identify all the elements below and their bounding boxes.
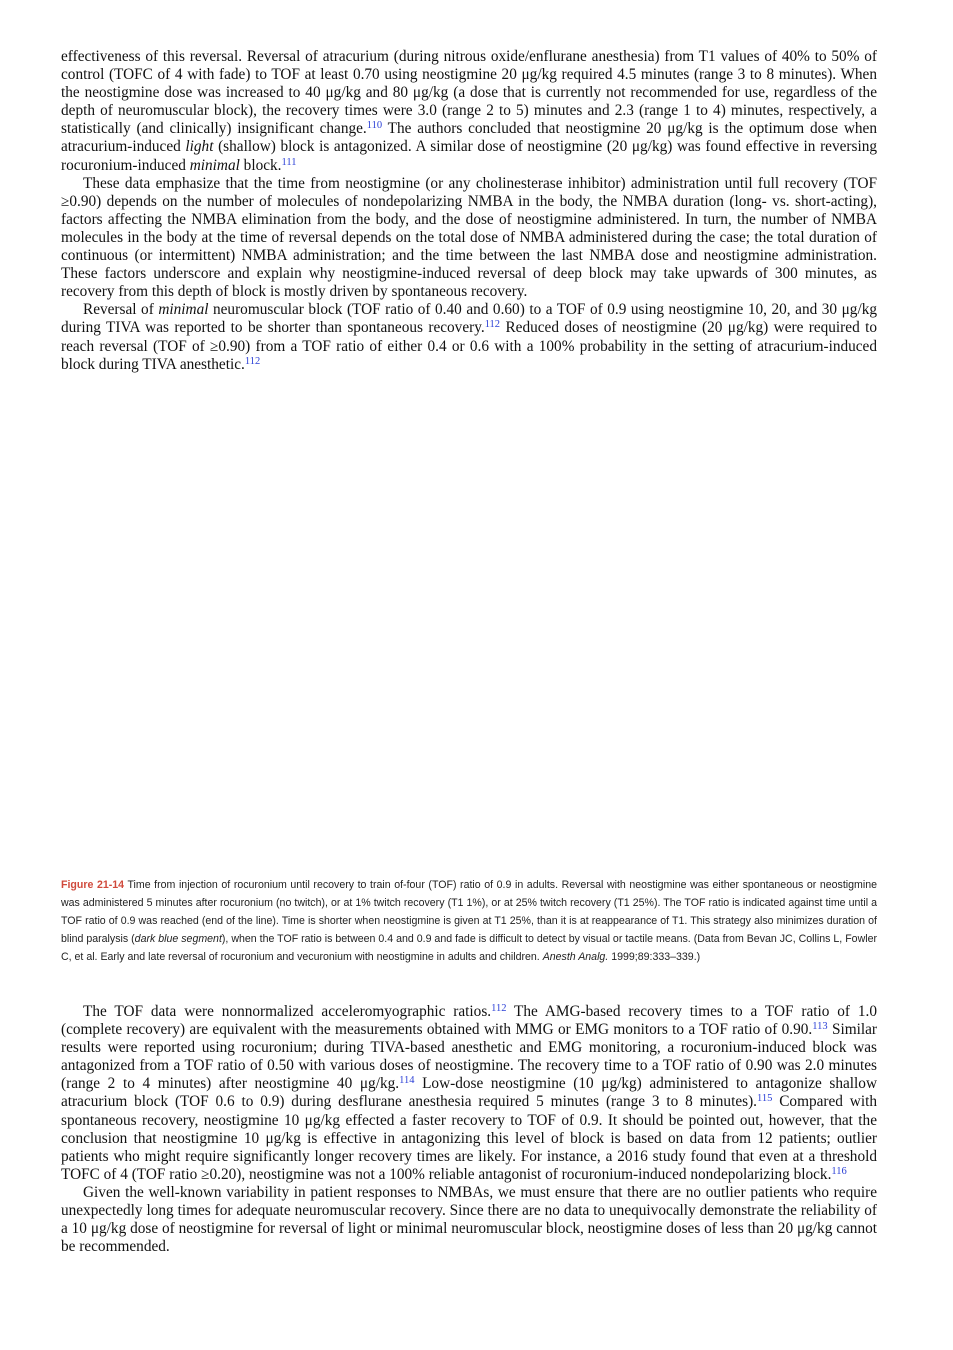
text-run: Reduced doses of neostigmine (20 μg/kg) … bbox=[61, 319, 877, 373]
text-run: block. bbox=[239, 156, 282, 174]
text-run: Time from injection of rocuronium until … bbox=[61, 879, 877, 945]
reference: 116 bbox=[831, 1165, 847, 1177]
reference: 115 bbox=[757, 1093, 773, 1105]
caption-text: Time from injection of rocuronium until … bbox=[61, 879, 877, 963]
text-run: effectiveness of this reversal. Reversal… bbox=[61, 48, 877, 138]
paragraph: The TOF data were nonnormalized accelero… bbox=[61, 1003, 877, 1184]
text-run: (shallow) block is antagonized. A simila… bbox=[61, 138, 877, 174]
text-run: ), when the TOF ratio is between 0.4 and… bbox=[61, 933, 877, 963]
paragraph: effectiveness of this reversal. Reversal… bbox=[61, 48, 877, 175]
reference: 114 bbox=[399, 1075, 415, 1087]
text-run: The AMG-based recovery times to a TOF ra… bbox=[61, 1003, 877, 1039]
text-block: effectiveness of this reversal. Reversal… bbox=[61, 48, 877, 374]
text-run: Given the well-known variability in pati… bbox=[61, 1183, 877, 1256]
text-run: Reversal of bbox=[83, 301, 159, 319]
paragraph: These data emphasize that the time from … bbox=[61, 175, 877, 302]
reference: 110 bbox=[366, 120, 383, 132]
reference: 112 bbox=[244, 355, 261, 367]
reference: 113 bbox=[812, 1021, 828, 1033]
paragraph: Reversal of minimal neuromuscular block … bbox=[61, 301, 877, 373]
reference: 112 bbox=[484, 319, 501, 331]
reference: 111 bbox=[281, 156, 297, 168]
text-run: The authors concluded that neostigmine 2… bbox=[61, 120, 877, 156]
text-block: The TOF data were nonnormalized accelero… bbox=[61, 1003, 877, 1256]
text-run: neuromuscular block (TOF ratio of 0.40 a… bbox=[61, 301, 877, 337]
text-run: These data emphasize that the time from … bbox=[61, 174, 877, 301]
emphasis: minimal bbox=[189, 156, 240, 174]
emphasis: minimal bbox=[158, 301, 209, 319]
text-run: Similar results were reported using rocu… bbox=[61, 1021, 877, 1093]
emphasis: Anesth Analg. bbox=[542, 951, 609, 963]
reference: 112 bbox=[491, 1003, 507, 1014]
emphasis: light bbox=[185, 138, 214, 156]
emphasis: dark blue segment bbox=[134, 933, 222, 945]
text-run: The TOF data were nonnormalized accelero… bbox=[83, 1003, 492, 1020]
text-run: Compared with spontaneous recovery, neos… bbox=[61, 1093, 877, 1183]
figure-label: Figure 21-14 bbox=[61, 879, 125, 891]
figure-caption: Figure 21-14 Time from injection of rocu… bbox=[61, 876, 877, 966]
text-run: 1999;89:333–339.) bbox=[608, 951, 701, 963]
text-run: Low-dose neostigmine (10 μg/kg) administ… bbox=[61, 1075, 877, 1111]
paragraph: Given the well-known variability in pati… bbox=[61, 1184, 877, 1256]
